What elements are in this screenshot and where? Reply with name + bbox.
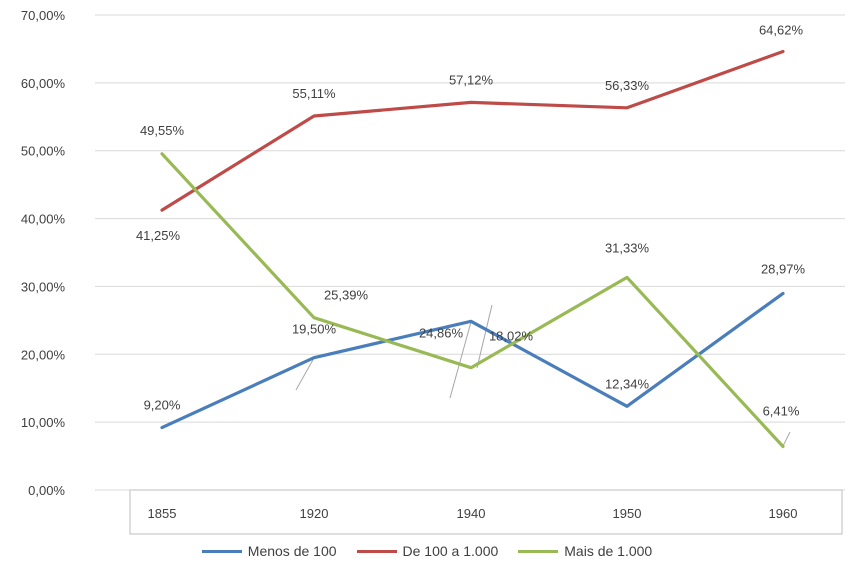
- legend-label: Mais de 1.000: [564, 543, 653, 559]
- series-line-1: [160, 49, 785, 212]
- legend-swatch: [201, 549, 242, 553]
- x-tick-label: 1960: [769, 506, 798, 521]
- data-label: 24,86%: [419, 325, 464, 340]
- x-tick-label: 1940: [457, 506, 486, 521]
- legend-item-mais-de-1000: Mais de 1.000: [518, 543, 652, 559]
- series-lines: [160, 49, 785, 449]
- data-label: 55,11%: [292, 86, 336, 101]
- legend-swatch: [356, 549, 397, 553]
- x-axis: 1855 1920 1940 1950 1960: [129, 489, 843, 535]
- y-tick-label: 40,00%: [21, 212, 66, 227]
- x-tick-label: 1855: [148, 506, 177, 521]
- data-label: 28,97%: [761, 261, 806, 276]
- series-line-2: [160, 152, 785, 449]
- legend: Menos de 100 De 100 a 1.000 Mais de 1.00…: [0, 540, 854, 562]
- label-leader-line: [449, 321, 472, 399]
- data-label: 12,34%: [605, 376, 650, 391]
- y-tick-label: 60,00%: [21, 76, 66, 91]
- x-tick-label: 1920: [300, 506, 329, 521]
- x-axis-box: [129, 489, 843, 535]
- y-axis-ticks: 0,00% 10,00% 20,00% 30,00% 40,00% 50,00% 60,00…: [21, 8, 66, 498]
- data-label: 41,25%: [136, 228, 181, 243]
- data-label: 9,20%: [144, 398, 181, 413]
- data-label: 57,12%: [449, 72, 494, 87]
- y-tick-label: 70,00%: [21, 8, 66, 23]
- legend-item-menos-de-100: Menos de 100: [201, 543, 337, 559]
- line-chart: 0,00% 10,00% 20,00% 30,00% 40,00% 50,00% 60,00…: [21, 8, 845, 535]
- data-label: 49,55%: [140, 123, 185, 138]
- legend-label: De 100 a 1.000: [402, 543, 499, 559]
- data-label: 6,41%: [763, 404, 800, 419]
- label-leader-line: [782, 431, 791, 447]
- y-tick-label: 50,00%: [21, 144, 66, 159]
- data-label: 56,33%: [605, 78, 650, 93]
- label-leader-line: [295, 357, 315, 391]
- data-label: 19,50%: [292, 322, 337, 337]
- data-label: 31,33%: [605, 240, 650, 255]
- data-label: 25,39%: [324, 288, 369, 303]
- data-label: 64,62%: [759, 23, 804, 38]
- legend-label: Menos de 100: [247, 543, 337, 559]
- legend-item-de-100-a-1000: De 100 a 1.000: [356, 543, 499, 559]
- y-tick-label: 10,00%: [21, 415, 66, 430]
- legend-swatch: [518, 549, 559, 553]
- x-tick-label: 1950: [613, 506, 642, 521]
- series-line-0: [160, 291, 785, 430]
- label-leader-lines: [295, 304, 791, 447]
- y-tick-label: 20,00%: [21, 347, 66, 362]
- y-tick-label: 0,00%: [28, 483, 65, 498]
- data-label: 18,02%: [489, 329, 534, 344]
- data-labels: 9,20% 19,50% 24,86% 12,34% 28,97% 41,25% 55,11…: [136, 23, 806, 419]
- label-leader-line: [476, 304, 493, 369]
- y-tick-label: 30,00%: [21, 279, 66, 294]
